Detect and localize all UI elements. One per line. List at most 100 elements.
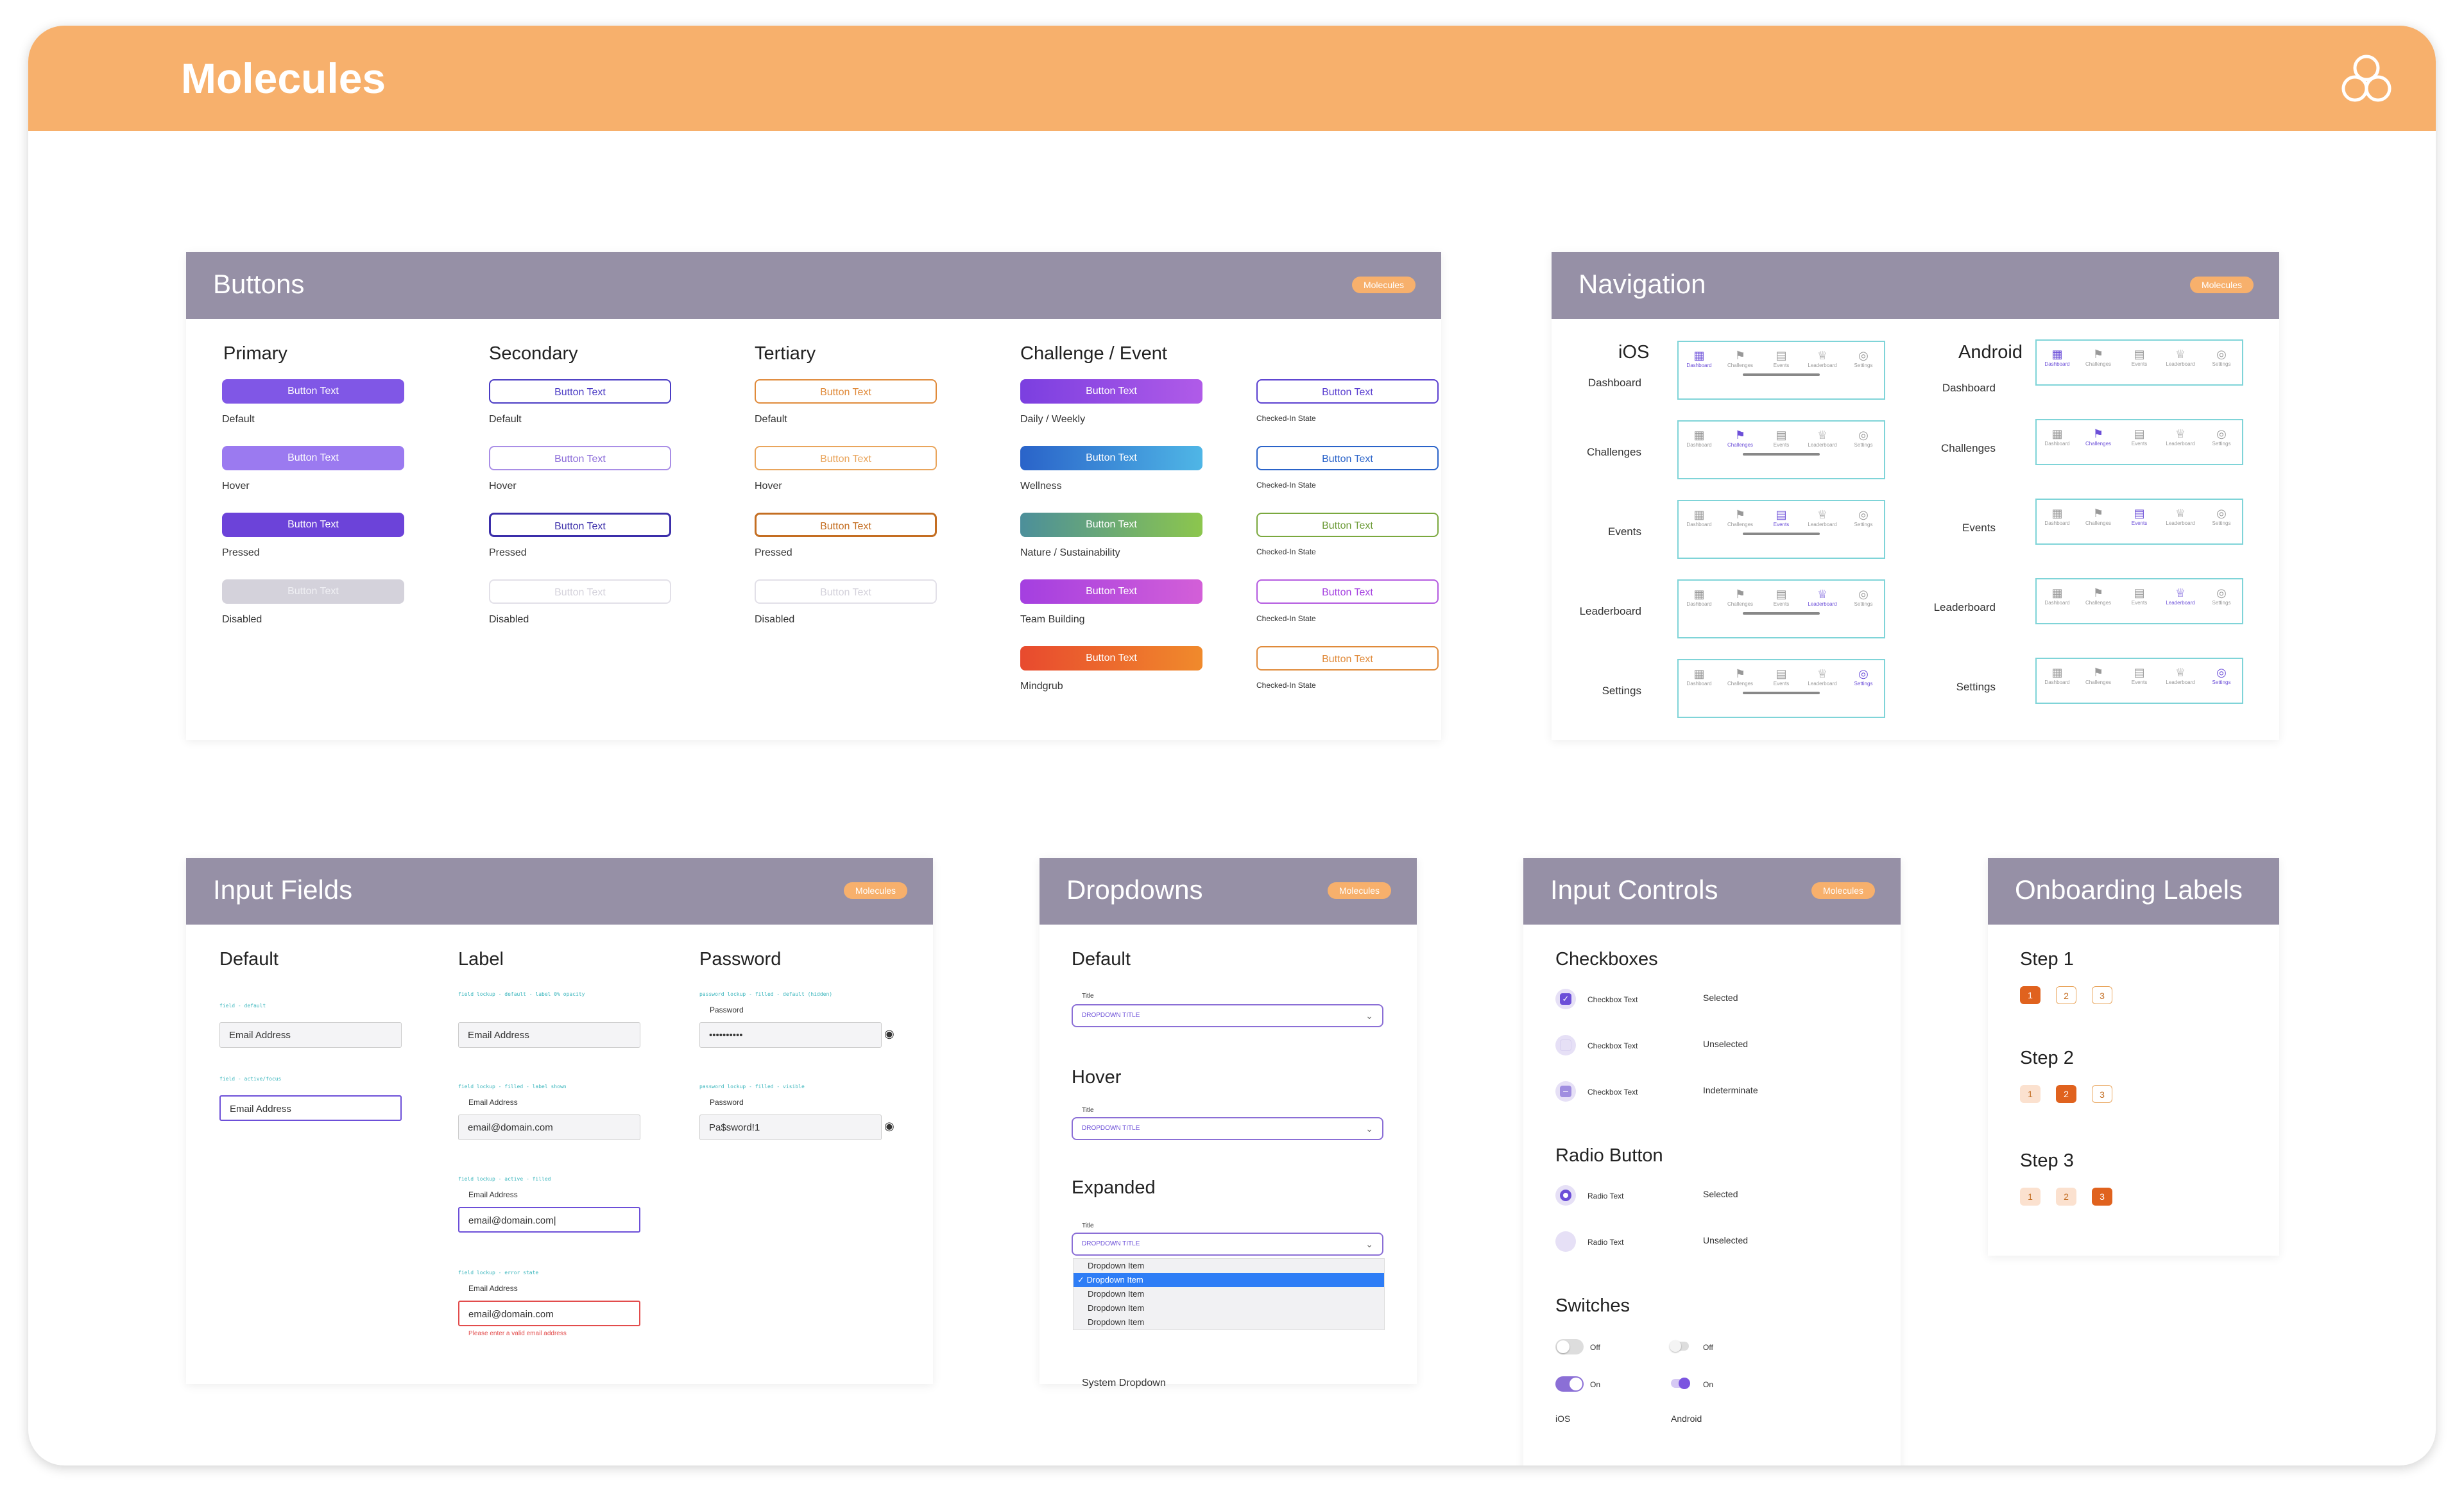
tab-settings[interactable]: ◎ Settings [1844, 667, 1883, 687]
challenge-wellness-button[interactable]: Button Text [1020, 446, 1202, 470]
primary-button-pressed[interactable]: Button Text [222, 513, 404, 537]
eye-icon[interactable]: ◉ [884, 1120, 894, 1132]
tab-settings[interactable]: ◎ Settings [2202, 427, 2241, 447]
tab-settings[interactable]: ◎ Settings [1844, 428, 1883, 448]
dropdown-hover[interactable]: DROPDOWN TITLE ⌄ [1072, 1117, 1383, 1140]
tab-dashboard[interactable]: ▦ Dashboard [2038, 665, 2076, 685]
eye-icon[interactable]: ◉ [884, 1027, 894, 1040]
primary-button-hover[interactable]: Button Text [222, 446, 404, 470]
tertiary-button-disabled[interactable]: Button Text [755, 579, 937, 604]
ios-switch-on[interactable] [1555, 1376, 1584, 1392]
checked-nature-button[interactable]: Button Text [1256, 513, 1439, 537]
tab-events[interactable]: ▤ Events [2120, 586, 2159, 606]
state-label: Default [489, 414, 522, 425]
password-field-visible[interactable]: Pa$sword!1 [699, 1115, 882, 1140]
dropdown-item[interactable]: Dropdown Item [1088, 1317, 1145, 1327]
tab-challenges[interactable]: ⚑ Challenges [2079, 665, 2118, 685]
tab-dashboard[interactable]: ▦ Dashboard [2038, 427, 2076, 447]
tab-challenges[interactable]: ⚑ Challenges [1721, 587, 1759, 607]
password-field-hidden[interactable]: •••••••••• [699, 1022, 882, 1048]
tab-leaderboard[interactable]: ♕ Leaderboard [2161, 586, 2200, 606]
checked-daily-button[interactable]: Button Text [1256, 379, 1439, 404]
tab-dashboard[interactable]: ▦ Dashboard [1680, 508, 1718, 527]
dropdown-expanded[interactable]: DROPDOWN TITLE ⌄ [1072, 1233, 1383, 1256]
challenge-nature-button[interactable]: Button Text [1020, 513, 1202, 537]
tab-events[interactable]: ▤ Events [1762, 428, 1801, 448]
challenge-mindgrub-button[interactable]: Button Text [1020, 646, 1202, 671]
tab-leaderboard[interactable]: ♕ Leaderboard [1803, 348, 1842, 368]
tab-dashboard[interactable]: ▦ Dashboard [1680, 587, 1718, 607]
secondary-button-default[interactable]: Button Text [489, 379, 671, 404]
challenge-daily-button[interactable]: Button Text [1020, 379, 1202, 404]
ios-switch-off[interactable] [1555, 1339, 1584, 1354]
tab-events[interactable]: ▤ Events [2120, 347, 2159, 367]
checkbox-indeterminate[interactable]: – [1555, 1081, 1576, 1102]
radio-unselected[interactable] [1555, 1231, 1576, 1252]
tab-settings[interactable]: ◎ Settings [2202, 506, 2241, 526]
tab-dashboard[interactable]: ▦ Dashboard [1680, 667, 1718, 687]
tab-leaderboard[interactable]: ♕ Leaderboard [1803, 508, 1842, 527]
label-field-filled[interactable]: email@domain.com [458, 1115, 640, 1140]
tab-leaderboard[interactable]: ♕ Leaderboard [2161, 347, 2200, 367]
tab-dashboard[interactable]: ▦ Dashboard [1680, 428, 1718, 448]
tab-events[interactable]: ▤ Events [1762, 508, 1801, 527]
tab-dashboard[interactable]: ▦ Dashboard [2038, 586, 2076, 606]
tab-settings[interactable]: ◎ Settings [2202, 586, 2241, 606]
tab-settings[interactable]: ◎ Settings [2202, 665, 2241, 685]
tab-events[interactable]: ▤ Events [1762, 667, 1801, 687]
label-field-error[interactable]: email@domain.com [458, 1301, 640, 1326]
primary-button-default[interactable]: Button Text [222, 379, 404, 404]
android-switch-on[interactable] [1671, 1378, 1690, 1389]
challenge-team-button[interactable]: Button Text [1020, 579, 1202, 604]
tab-challenges[interactable]: ⚑ Challenges [1721, 667, 1759, 687]
checked-mindgrub-button[interactable]: Button Text [1256, 646, 1439, 671]
tab-dashboard[interactable]: ▦ Dashboard [2038, 347, 2076, 367]
tab-challenges[interactable]: ⚑ Challenges [1721, 348, 1759, 368]
tab-dashboard[interactable]: ▦ Dashboard [1680, 348, 1718, 368]
tab-leaderboard[interactable]: ♕ Leaderboard [2161, 665, 2200, 685]
android-switch-off[interactable] [1670, 1340, 1689, 1352]
tab-challenges[interactable]: ⚑ Challenges [1721, 508, 1759, 527]
tab-events[interactable]: ▤ Events [1762, 587, 1801, 607]
checkbox-unselected[interactable] [1555, 1035, 1576, 1055]
secondary-button-hover[interactable]: Button Text [489, 446, 671, 470]
tertiary-button-hover[interactable]: Button Text [755, 446, 937, 470]
tertiary-button-pressed[interactable]: Button Text [755, 513, 937, 537]
checked-wellness-button[interactable]: Button Text [1256, 446, 1439, 470]
tab-events[interactable]: ▤ Events [2120, 665, 2159, 685]
tab-settings[interactable]: ◎ Settings [1844, 587, 1883, 607]
tab-settings[interactable]: ◎ Settings [1844, 508, 1883, 527]
tab-challenges[interactable]: ⚑ Challenges [2079, 506, 2118, 526]
tab-leaderboard[interactable]: ♕ Leaderboard [1803, 428, 1842, 448]
label-field-active[interactable]: email@domain.com| [458, 1207, 640, 1233]
tab-challenges[interactable]: ⚑ Challenges [2079, 427, 2118, 447]
secondary-button-pressed[interactable]: Button Text [489, 513, 671, 537]
checkbox-selected[interactable]: ✓ [1555, 989, 1576, 1009]
tab-leaderboard[interactable]: ♕ Leaderboard [1803, 587, 1842, 607]
label-field-default[interactable]: Email Address [458, 1022, 640, 1048]
dropdown-default[interactable]: DROPDOWN TITLE ⌄ [1072, 1004, 1383, 1027]
tab-challenges[interactable]: ⚑ Challenges [2079, 586, 2118, 606]
primary-button-disabled[interactable]: Button Text [222, 579, 404, 604]
tab-settings[interactable]: ◎ Settings [2202, 347, 2241, 367]
dropdown-item[interactable]: Dropdown Item [1088, 1289, 1145, 1299]
tab-leaderboard[interactable]: ♕ Leaderboard [1803, 667, 1842, 687]
dropdown-item[interactable]: Dropdown Item [1088, 1261, 1145, 1270]
checked-team-button[interactable]: Button Text [1256, 579, 1439, 604]
tab-challenges[interactable]: ⚑ Challenges [1721, 428, 1759, 448]
tab-challenges[interactable]: ⚑ Challenges [2079, 347, 2118, 367]
tab-events[interactable]: ▤ Events [2120, 506, 2159, 526]
tab-leaderboard[interactable]: ♕ Leaderboard [2161, 506, 2200, 526]
tab-dashboard[interactable]: ▦ Dashboard [2038, 506, 2076, 526]
radio-selected[interactable] [1555, 1185, 1576, 1206]
secondary-button-disabled[interactable]: Button Text [489, 579, 671, 604]
email-field-focus[interactable]: Email Address [219, 1095, 402, 1121]
dropdown-item-selected[interactable]: ✓ Dropdown Item [1074, 1273, 1384, 1287]
tab-events[interactable]: ▤ Events [2120, 427, 2159, 447]
tab-leaderboard[interactable]: ♕ Leaderboard [2161, 427, 2200, 447]
email-field-default[interactable]: Email Address [219, 1022, 402, 1048]
tab-settings[interactable]: ◎ Settings [1844, 348, 1883, 368]
tertiary-button-default[interactable]: Button Text [755, 379, 937, 404]
tab-events[interactable]: ▤ Events [1762, 348, 1801, 368]
dropdown-item[interactable]: Dropdown Item [1088, 1303, 1145, 1313]
